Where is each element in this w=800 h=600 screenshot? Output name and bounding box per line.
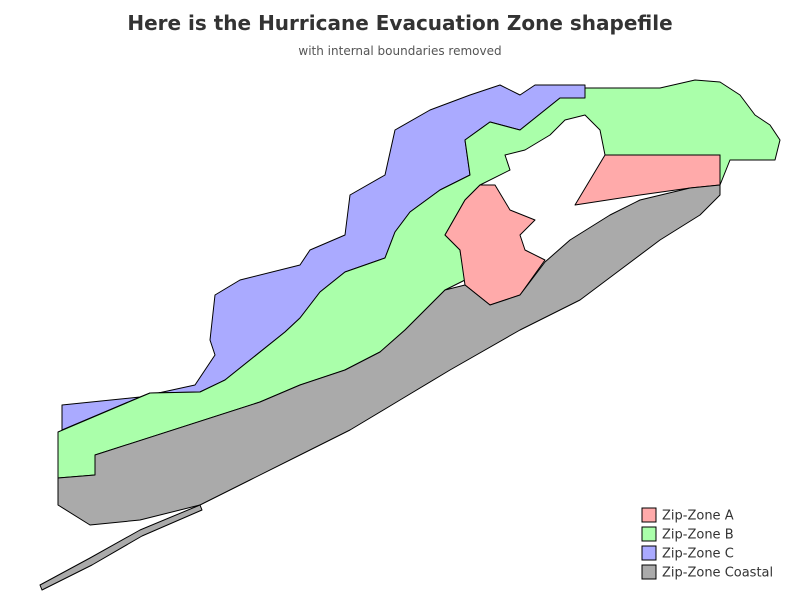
legend-swatch xyxy=(641,564,657,580)
legend-label: Zip-Zone Coastal xyxy=(662,566,773,581)
zone-a xyxy=(444,184,546,306)
zones xyxy=(39,79,781,591)
zone-coastal xyxy=(57,184,721,526)
legend-label: Zip-Zone B xyxy=(662,528,734,543)
legend-label: Zip-Zone C xyxy=(662,547,734,562)
map-title: Here is the Hurricane Evacuation Zone sh… xyxy=(127,11,672,35)
legend: Zip-Zone A Zip-Zone B Zip-Zone C Zip-Zone C… xyxy=(641,507,773,581)
legend-swatch xyxy=(641,545,657,561)
legend-swatch xyxy=(641,526,657,542)
legend-label: Zip-Zone A xyxy=(662,509,734,524)
map-subtitle: with internal boundaries removed xyxy=(298,44,501,58)
zone-coastal xyxy=(39,504,203,591)
legend-swatch xyxy=(641,507,657,523)
